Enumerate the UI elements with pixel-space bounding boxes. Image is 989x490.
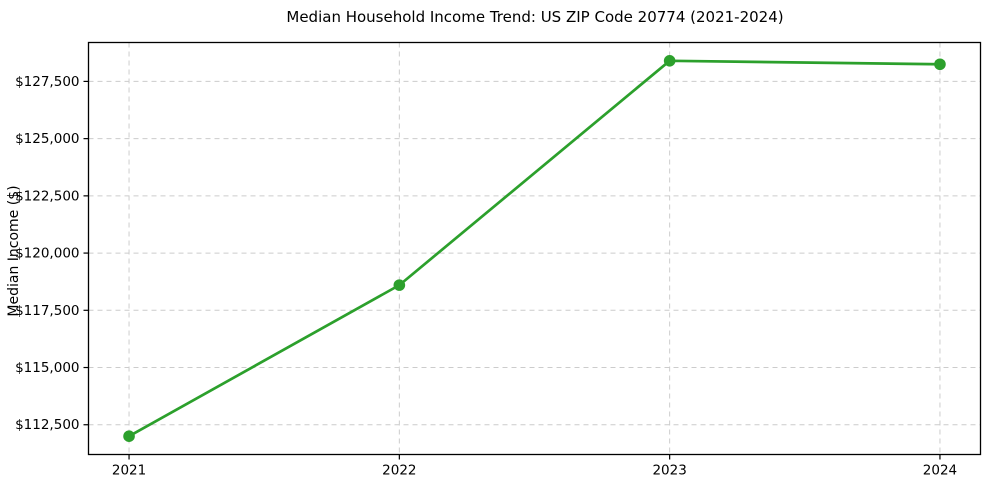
y-tick-label: $125,000 — [15, 131, 79, 147]
data-point-2023 — [663, 55, 676, 67]
chart-title: Median Household Income Trend: US ZIP Co… — [286, 8, 784, 26]
y-tick-label: $117,500 — [15, 303, 79, 319]
data-point-2022 — [393, 279, 406, 291]
income-trend-line — [127, 59, 942, 438]
y-tick-label: $122,500 — [15, 188, 79, 204]
y-tick-label: $115,000 — [15, 360, 79, 376]
x-tick-label: 2022 — [382, 463, 416, 479]
data-point-2024 — [934, 58, 946, 71]
y-tick-label: $112,500 — [15, 417, 79, 433]
x-tick-label: 2021 — [112, 463, 146, 479]
y-tick-label: $127,500 — [15, 74, 79, 90]
data-point-2021 — [123, 430, 135, 442]
y-tick-label: $120,000 — [15, 246, 79, 262]
x-tick-label: 2023 — [652, 463, 686, 479]
plot-border — [87, 41, 982, 456]
x-tick-label: 2024 — [923, 463, 957, 479]
